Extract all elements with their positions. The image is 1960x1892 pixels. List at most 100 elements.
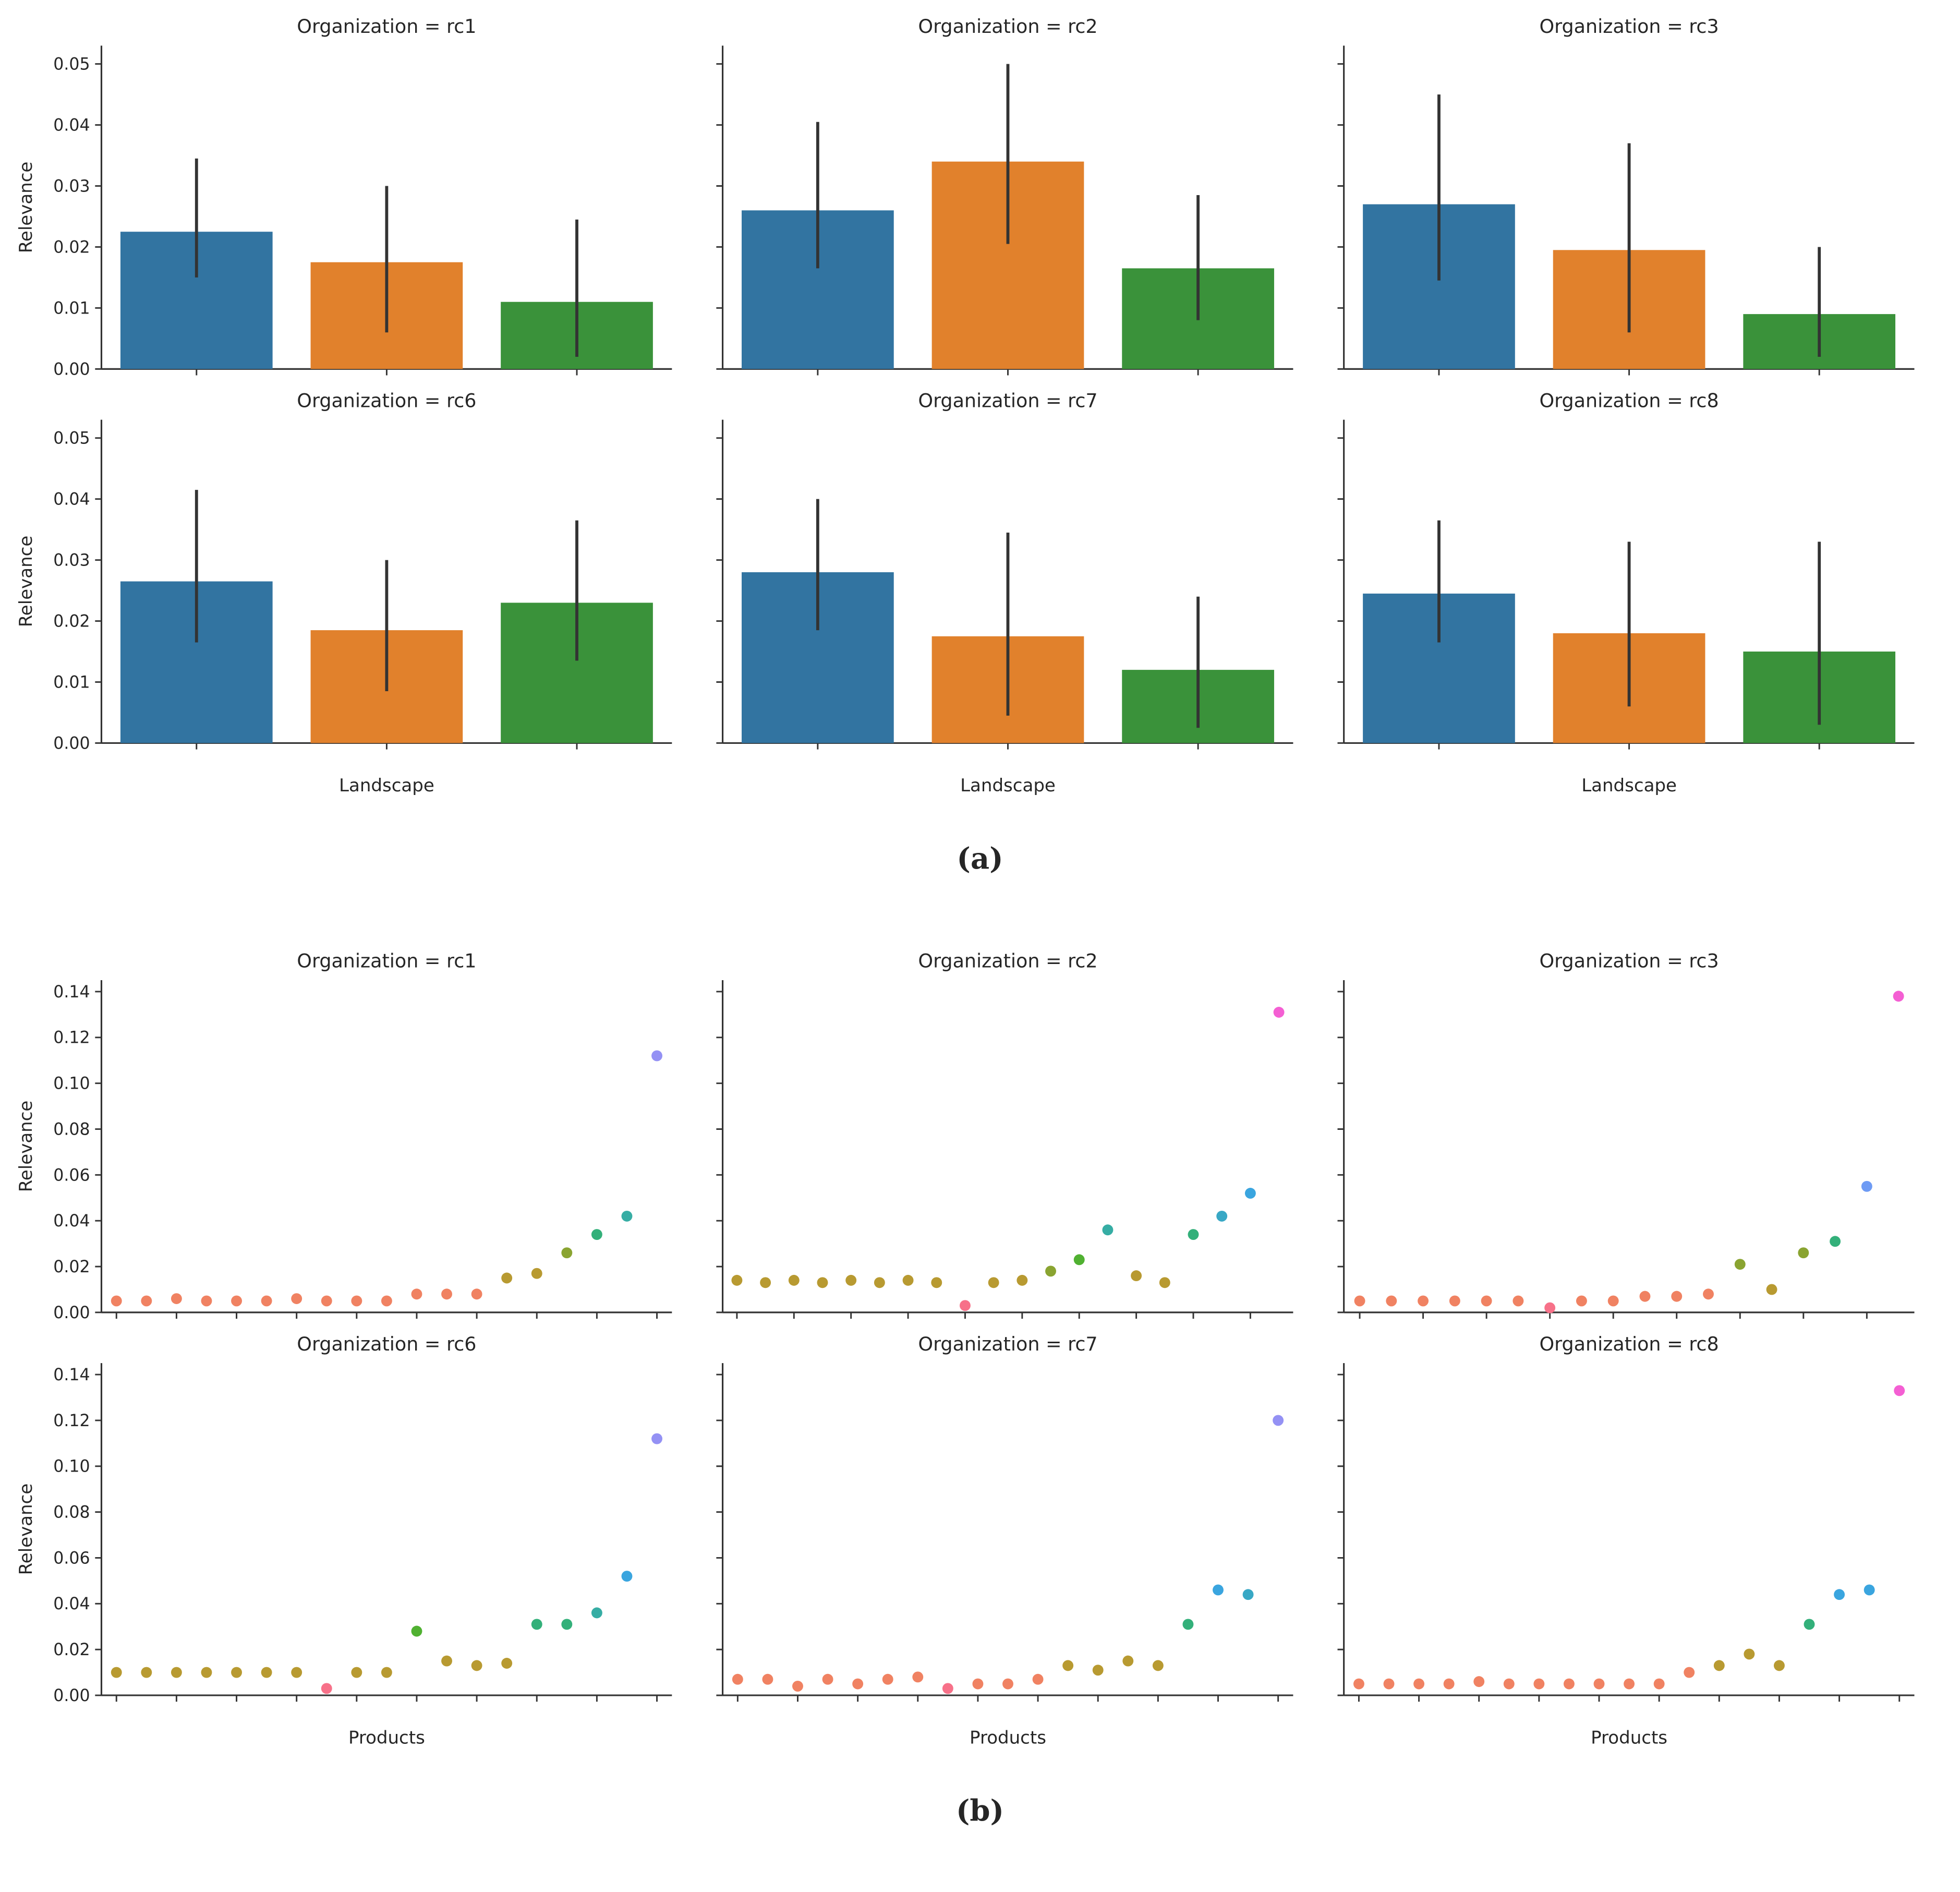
scatter-point — [1503, 1678, 1515, 1690]
scatter-point — [792, 1680, 803, 1692]
scatter-point — [651, 1433, 662, 1444]
y-tick-label: 0.04 — [53, 1212, 90, 1231]
scatter-chart-rc3: Organization = rc3 — [1337, 950, 1915, 1319]
scatter-point — [1216, 1210, 1228, 1222]
scatter-point — [1576, 1295, 1587, 1307]
scatter-point — [732, 1673, 743, 1685]
scatter-point — [1273, 1415, 1284, 1426]
scatter-point — [1481, 1295, 1492, 1307]
scatter-point — [1607, 1295, 1619, 1307]
scatter-point — [111, 1667, 122, 1678]
scatter-point — [171, 1667, 182, 1678]
y-tick-label: 0.04 — [53, 116, 90, 135]
scatter-point — [381, 1667, 392, 1678]
scatter-point — [1563, 1678, 1575, 1690]
bar-chart-rc7: Organization = rc7 Landscape — [716, 389, 1293, 796]
y-tick-label: 0.06 — [53, 1549, 90, 1568]
y-tick-label: 0.14 — [53, 1366, 90, 1384]
scatter-point — [845, 1274, 857, 1286]
facet-title: Organization = rc6 — [297, 389, 476, 412]
scatter-point — [1102, 1224, 1114, 1236]
scatter-point — [1624, 1678, 1635, 1690]
scatter-point — [1766, 1284, 1777, 1295]
scatter-point — [171, 1293, 182, 1304]
scatter-point — [1188, 1229, 1199, 1240]
y-tick-label: 0.01 — [53, 299, 90, 318]
scatter-point — [1449, 1295, 1460, 1307]
bar-chart-rc6: Organization = rc6 0.00 0.01 0.02 0.03 0.04 0.… — [16, 389, 672, 796]
y-tick-label: 0.00 — [53, 360, 90, 379]
y-tick-label: 0.12 — [53, 1412, 90, 1430]
scatter-point — [1443, 1678, 1455, 1690]
y-tick-label: 0.02 — [53, 612, 90, 631]
scatter-point — [141, 1667, 152, 1678]
scatter-point — [411, 1288, 422, 1300]
scatter-point — [351, 1295, 362, 1307]
scatter-point — [1894, 1385, 1905, 1396]
panel-b-label: (b) — [955, 1794, 1005, 1829]
panel-a-label: (a) — [957, 842, 1003, 876]
scatter-chart-rc2: Organization = rc2 — [716, 950, 1293, 1319]
y-tick-label: 0.06 — [53, 1166, 90, 1185]
bar-chart-rc3: Organization = rc3 — [1337, 15, 1915, 376]
scatter-point — [351, 1667, 362, 1678]
scatter-point — [942, 1683, 953, 1694]
scatter-point — [1273, 1007, 1285, 1018]
scatter-point — [201, 1295, 212, 1307]
scatter-point — [882, 1673, 893, 1685]
scatter-point — [822, 1673, 833, 1685]
scatter-point — [1353, 1678, 1364, 1690]
scatter-point — [441, 1655, 452, 1667]
scatter-point — [1383, 1678, 1395, 1690]
scatter-point — [1002, 1678, 1013, 1690]
scatter-point — [1159, 1277, 1170, 1288]
facet-title: Organization = rc2 — [918, 950, 1097, 972]
scatter-point — [111, 1295, 122, 1307]
facet-title: Organization = rc7 — [918, 1333, 1097, 1355]
scatter-point — [1513, 1295, 1524, 1307]
scatter-point — [321, 1295, 332, 1307]
scatter-point — [141, 1295, 152, 1307]
scatter-chart-rc8: Organization = rc8 Products — [1337, 1333, 1915, 1748]
scatter-point — [1671, 1291, 1683, 1302]
x-axis-label: Products — [1591, 1727, 1667, 1748]
x-axis-label: Landscape — [339, 775, 434, 796]
scatter-point — [1713, 1660, 1725, 1671]
y-tick-label: 0.00 — [53, 1304, 90, 1322]
scatter-point — [471, 1288, 482, 1300]
bar-chart-rc8: Organization = rc8 Landscape — [1337, 389, 1915, 796]
y-tick-label: 0.01 — [53, 673, 90, 692]
scatter-point — [1244, 1188, 1256, 1199]
scatter-point — [731, 1274, 743, 1286]
scatter-point — [874, 1277, 885, 1288]
chart-row: Organization = rc6 0.00 0.02 0.04 0.06 0.08 0.… — [0, 1330, 1960, 1756]
y-tick-label: 0.05 — [53, 429, 90, 448]
x-axis-label: Products — [970, 1727, 1046, 1748]
scatter-point — [931, 1277, 942, 1288]
scatter-point — [972, 1678, 984, 1690]
scatter-point — [1734, 1259, 1746, 1270]
scatter-point — [1533, 1678, 1545, 1690]
scatter-point — [321, 1683, 332, 1694]
y-tick-label: 0.04 — [53, 1595, 90, 1613]
scatter-point — [261, 1667, 272, 1678]
scatter-point — [1684, 1667, 1695, 1678]
scatter-chart-rc1: Organization = rc1 0.00 0.02 0.04 0.06 0.08 0.… — [16, 950, 672, 1322]
facet-title: Organization = rc3 — [1539, 950, 1719, 972]
scatter-point — [441, 1288, 452, 1300]
scatter-point — [1017, 1274, 1028, 1286]
scatter-point — [1544, 1302, 1556, 1313]
scatter-point — [1032, 1673, 1044, 1685]
scatter-point — [1062, 1660, 1074, 1671]
facet-title: Organization = rc7 — [918, 389, 1097, 412]
y-tick-label: 0.12 — [53, 1029, 90, 1047]
scatter-point — [1893, 991, 1904, 1002]
scatter-point — [291, 1667, 303, 1678]
scatter-point — [531, 1268, 542, 1279]
scatter-point — [201, 1667, 212, 1678]
chart-row: Organization = rc6 0.00 0.01 0.02 0.03 0.04 0.… — [0, 387, 1960, 804]
facet-title: Organization = rc1 — [297, 950, 476, 972]
bar-chart-rc2: Organization = rc2 — [716, 15, 1293, 376]
y-tick-label: 0.08 — [53, 1120, 90, 1139]
x-axis-label: Landscape — [960, 775, 1056, 796]
